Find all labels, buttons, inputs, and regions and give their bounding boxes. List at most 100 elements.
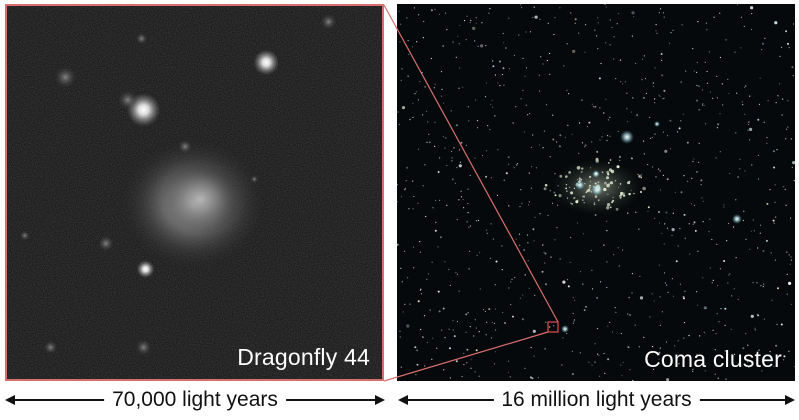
star (754, 327, 756, 329)
star (546, 59, 548, 62)
star (651, 136, 653, 139)
star (706, 29, 708, 31)
star (470, 19, 472, 21)
star (562, 280, 566, 284)
star (417, 99, 420, 101)
star (676, 131, 679, 133)
star (451, 160, 453, 162)
star (528, 287, 530, 289)
star (663, 89, 666, 92)
star (490, 177, 492, 179)
star (427, 121, 429, 123)
star (532, 16, 534, 19)
cluster-star (612, 199, 615, 202)
star (605, 98, 607, 100)
star (715, 157, 717, 159)
star (533, 240, 535, 242)
star (422, 185, 424, 187)
star (724, 350, 726, 352)
star (651, 293, 653, 295)
star (685, 70, 687, 72)
star (693, 70, 695, 72)
star (699, 335, 701, 337)
star (731, 295, 733, 297)
star (522, 57, 524, 59)
cluster-star (573, 196, 576, 200)
star (790, 303, 792, 305)
star (784, 188, 786, 190)
star (709, 218, 711, 220)
star (727, 222, 730, 225)
star (533, 355, 535, 357)
star (762, 42, 764, 45)
dragonfly-44-panel: Dragonfly 44 (5, 4, 384, 381)
star (791, 66, 794, 69)
star (725, 378, 727, 380)
star (692, 368, 694, 370)
star (730, 328, 732, 330)
star (684, 290, 686, 292)
star (414, 93, 416, 95)
star (652, 85, 655, 87)
star (690, 203, 692, 205)
star (407, 75, 409, 77)
star (774, 21, 778, 25)
star (742, 219, 744, 222)
star (753, 230, 755, 232)
star (619, 59, 622, 61)
star (716, 313, 718, 315)
star (474, 319, 476, 321)
star (530, 187, 532, 189)
star (443, 369, 445, 371)
star (662, 12, 665, 14)
star (535, 167, 537, 169)
star (786, 251, 788, 253)
star (492, 238, 494, 240)
star (757, 154, 759, 156)
star (426, 278, 428, 280)
cluster-star (614, 179, 617, 182)
star (456, 219, 458, 221)
star (524, 274, 526, 276)
star (737, 176, 739, 178)
cluster-star (594, 182, 597, 185)
dragonfly-44-caption: Dragonfly 44 (237, 344, 370, 370)
star (790, 259, 792, 261)
star (405, 180, 407, 182)
star (607, 193, 609, 195)
star (599, 139, 601, 141)
star (406, 166, 409, 169)
star (717, 285, 719, 287)
star (651, 346, 654, 348)
star (716, 127, 718, 129)
star (417, 202, 419, 204)
cluster-star (570, 202, 572, 204)
star (631, 292, 633, 294)
star (554, 173, 556, 175)
star (618, 155, 621, 158)
star (530, 346, 532, 349)
star (667, 291, 669, 293)
cluster-star (595, 159, 599, 163)
cluster-star (609, 181, 614, 185)
star (574, 22, 576, 24)
star (532, 329, 536, 333)
star (453, 147, 455, 149)
star (400, 79, 402, 81)
star (520, 98, 522, 100)
star (462, 86, 464, 88)
star (593, 202, 595, 204)
star (631, 273, 633, 275)
star (736, 92, 738, 94)
right-scale-bar: 16 million light years (398, 386, 795, 414)
star (650, 137, 652, 139)
star (705, 307, 707, 310)
star (455, 124, 458, 127)
star (716, 243, 718, 245)
star (727, 282, 729, 284)
star (426, 110, 428, 112)
star (544, 262, 546, 264)
star (677, 245, 679, 247)
cluster-star (565, 184, 568, 186)
star (719, 151, 721, 153)
